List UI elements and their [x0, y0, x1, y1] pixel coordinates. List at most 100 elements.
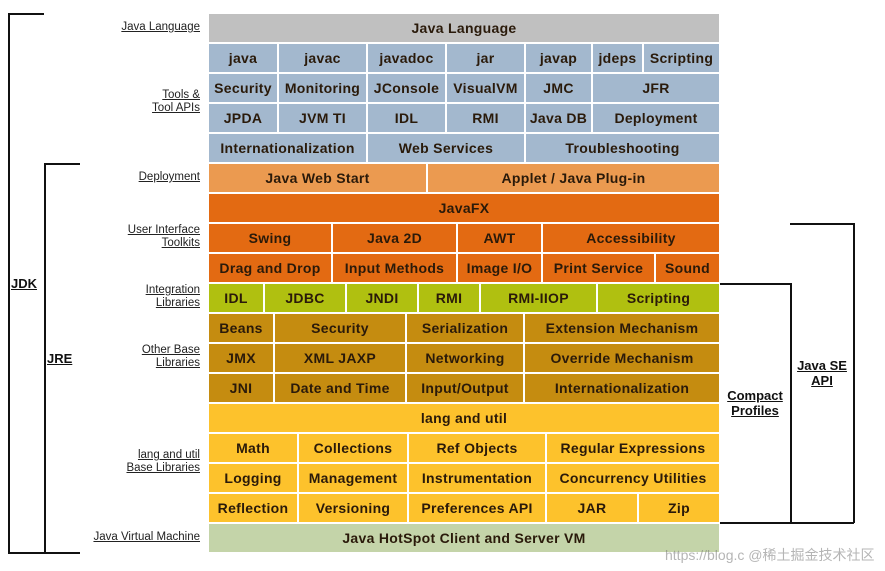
jdk-bracket-top	[8, 13, 44, 15]
component-internationalization: Internationalization	[208, 133, 367, 163]
component-jni: JNI	[208, 373, 274, 403]
label-lang-util: lang and util Base Libraries	[126, 449, 200, 475]
component-jndi: JNDI	[346, 283, 418, 313]
bracket-bottom	[720, 522, 854, 524]
component-logging: Logging	[208, 463, 298, 493]
component-jfr: JFR	[592, 73, 720, 103]
component-input-output: Input/Output	[406, 373, 524, 403]
component-jconsole: JConsole	[367, 73, 446, 103]
component-monitoring: Monitoring	[278, 73, 367, 103]
component-collections: Collections	[298, 433, 408, 463]
label-other-base: Other Base Libraries	[142, 344, 200, 370]
label-ui-toolkits: User Interface Toolkits	[128, 224, 200, 250]
label-line: Profiles	[731, 403, 779, 418]
watermark: https://blog.c @稀土掘金技术社区	[665, 547, 875, 563]
component-ref-objects: Ref Objects	[408, 433, 546, 463]
component-networking: Networking	[406, 343, 524, 373]
label-line: Base Libraries	[126, 462, 200, 474]
component-accessibility: Accessibility	[542, 223, 720, 253]
label-line: User Interface	[127, 224, 200, 236]
se-api-bracket-top	[790, 223, 854, 225]
component-sound: Sound	[655, 253, 720, 283]
component-deployment: Deployment	[592, 103, 720, 133]
component-xml-jaxp: XML JAXP	[274, 343, 406, 373]
component-concurrency-utilities: Concurrency Utilities	[546, 463, 720, 493]
label-line: lang and util	[137, 449, 200, 461]
component-security: Security	[274, 313, 406, 343]
component-management: Management	[298, 463, 408, 493]
component-input-methods: Input Methods	[332, 253, 457, 283]
component-instrumentation: Instrumentation	[408, 463, 546, 493]
component-idl: IDL	[208, 283, 264, 313]
label-java-language: Java Language	[121, 21, 200, 33]
jdk-bracket-bottom	[8, 552, 44, 554]
jdk-label: JDK	[11, 276, 38, 291]
component-swing: Swing	[208, 223, 332, 253]
component-print-service: Print Service	[542, 253, 655, 283]
component-jmc: JMC	[525, 73, 592, 103]
component-scripting: Scripting	[643, 43, 720, 73]
component-rmi-iiop: RMI-IIOP	[480, 283, 597, 313]
label-line: Other Base	[141, 344, 200, 356]
component-jmx: JMX	[208, 343, 274, 373]
component-lang-and-util: lang and util	[208, 403, 720, 433]
label-line: Java SE	[797, 358, 847, 373]
label-line: Integration	[145, 284, 200, 296]
component-versioning: Versioning	[298, 493, 408, 523]
label-line: Libraries	[155, 357, 200, 369]
jre-label: JRE	[47, 351, 73, 366]
compact-profiles-label: Compact Profiles	[723, 388, 787, 418]
jre-bracket-side	[44, 163, 46, 553]
component-java-db: Java DB	[525, 103, 592, 133]
component-security: Security	[208, 73, 278, 103]
jre-bracket-bottom	[44, 552, 80, 554]
component-java-web-start: Java Web Start	[208, 163, 427, 193]
label-deployment: Deployment	[138, 171, 200, 183]
component-jvm-ti: JVM TI	[278, 103, 367, 133]
component-date-and-time: Date and Time	[274, 373, 406, 403]
component-drag-and-drop: Drag and Drop	[208, 253, 332, 283]
component-jar: JAR	[546, 493, 638, 523]
component-jdbc: JDBC	[264, 283, 346, 313]
component-applet-java-plug-in: Applet / Java Plug-in	[427, 163, 720, 193]
component-javadoc: javadoc	[367, 43, 446, 73]
component-reflection: Reflection	[208, 493, 298, 523]
component-visualvm: VisualVM	[446, 73, 525, 103]
component-java-2d: Java 2D	[332, 223, 457, 253]
label-integration: Integration Libraries	[146, 284, 200, 310]
component-java: java	[208, 43, 278, 73]
component-regular-expressions: Regular Expressions	[546, 433, 720, 463]
component-jdeps: jdeps	[592, 43, 643, 73]
component-rmi: RMI	[418, 283, 480, 313]
component-extension-mechanism: Extension Mechanism	[524, 313, 720, 343]
component-beans: Beans	[208, 313, 274, 343]
se-api-bracket-side	[853, 223, 855, 523]
component-jpda: JPDA	[208, 103, 278, 133]
label-line: API	[811, 373, 833, 388]
component-java-hotspot-client-and-server-vm: Java HotSpot Client and Server VM	[208, 523, 720, 553]
component-image-i-o: Image I/O	[457, 253, 542, 283]
component-javac: javac	[278, 43, 367, 73]
component-zip: Zip	[638, 493, 720, 523]
component-serialization: Serialization	[406, 313, 524, 343]
component-javafx: JavaFX	[208, 193, 720, 223]
component-override-mechanism: Override Mechanism	[524, 343, 720, 373]
component-awt: AWT	[457, 223, 542, 253]
component-troubleshooting: Troubleshooting	[525, 133, 720, 163]
label-line: Libraries	[155, 297, 200, 309]
jre-bracket-top	[44, 163, 80, 165]
label-tools: Tools & Tool APIs	[152, 89, 200, 115]
component-preferences-api: Preferences API	[408, 493, 546, 523]
label-jvm: Java Virtual Machine	[93, 531, 200, 543]
component-java-language: Java Language	[208, 13, 720, 43]
label-line: Tool APIs	[152, 102, 200, 114]
label-line: Toolkits	[161, 237, 200, 249]
compact-bracket-side	[790, 283, 792, 523]
component-math: Math	[208, 433, 298, 463]
component-idl: IDL	[367, 103, 446, 133]
component-web-services: Web Services	[367, 133, 525, 163]
java-se-api-label: Java SE API	[792, 358, 852, 388]
jdk-bracket-side	[8, 13, 10, 553]
compact-bracket-top	[720, 283, 791, 285]
label-line: Tools &	[162, 89, 200, 101]
